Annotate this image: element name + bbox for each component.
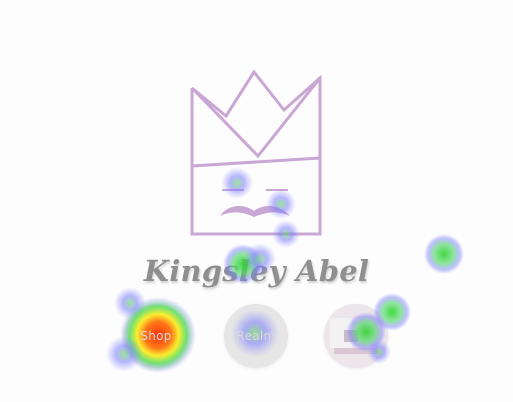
- nav-label-shop: Shop: [140, 329, 172, 343]
- crown-face-icon[interactable]: [186, 68, 326, 238]
- nav-circle-shop[interactable]: Shop: [124, 304, 188, 368]
- nav-label-realm: Realm: [236, 329, 276, 343]
- nav-circle-realm[interactable]: Realm: [224, 304, 288, 368]
- nav-circle-photo[interactable]: [324, 304, 388, 368]
- brand-name[interactable]: Kingsley Abel: [143, 254, 370, 288]
- photo-thumbnail-icon: [324, 304, 388, 368]
